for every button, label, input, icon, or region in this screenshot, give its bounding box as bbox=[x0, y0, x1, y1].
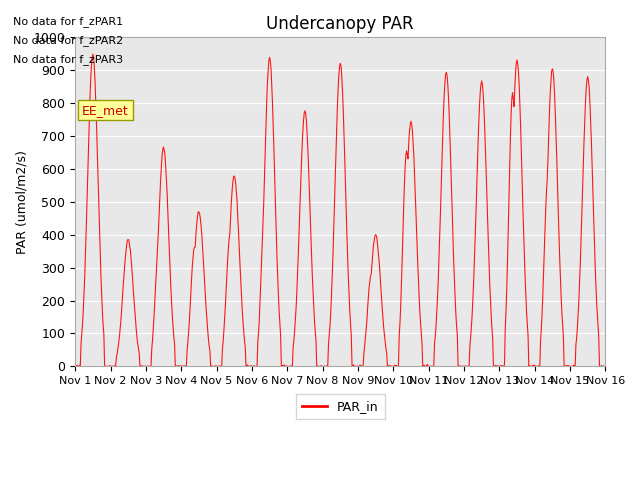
Text: No data for f_zPAR1: No data for f_zPAR1 bbox=[13, 16, 123, 27]
Legend: PAR_in: PAR_in bbox=[296, 394, 385, 420]
Text: No data for f_zPAR2: No data for f_zPAR2 bbox=[13, 35, 123, 46]
Text: EE_met: EE_met bbox=[82, 104, 129, 117]
Text: No data for f_zPAR3: No data for f_zPAR3 bbox=[13, 54, 123, 65]
Y-axis label: PAR (umol/m2/s): PAR (umol/m2/s) bbox=[15, 150, 28, 254]
Title: Undercanopy PAR: Undercanopy PAR bbox=[266, 15, 414, 33]
